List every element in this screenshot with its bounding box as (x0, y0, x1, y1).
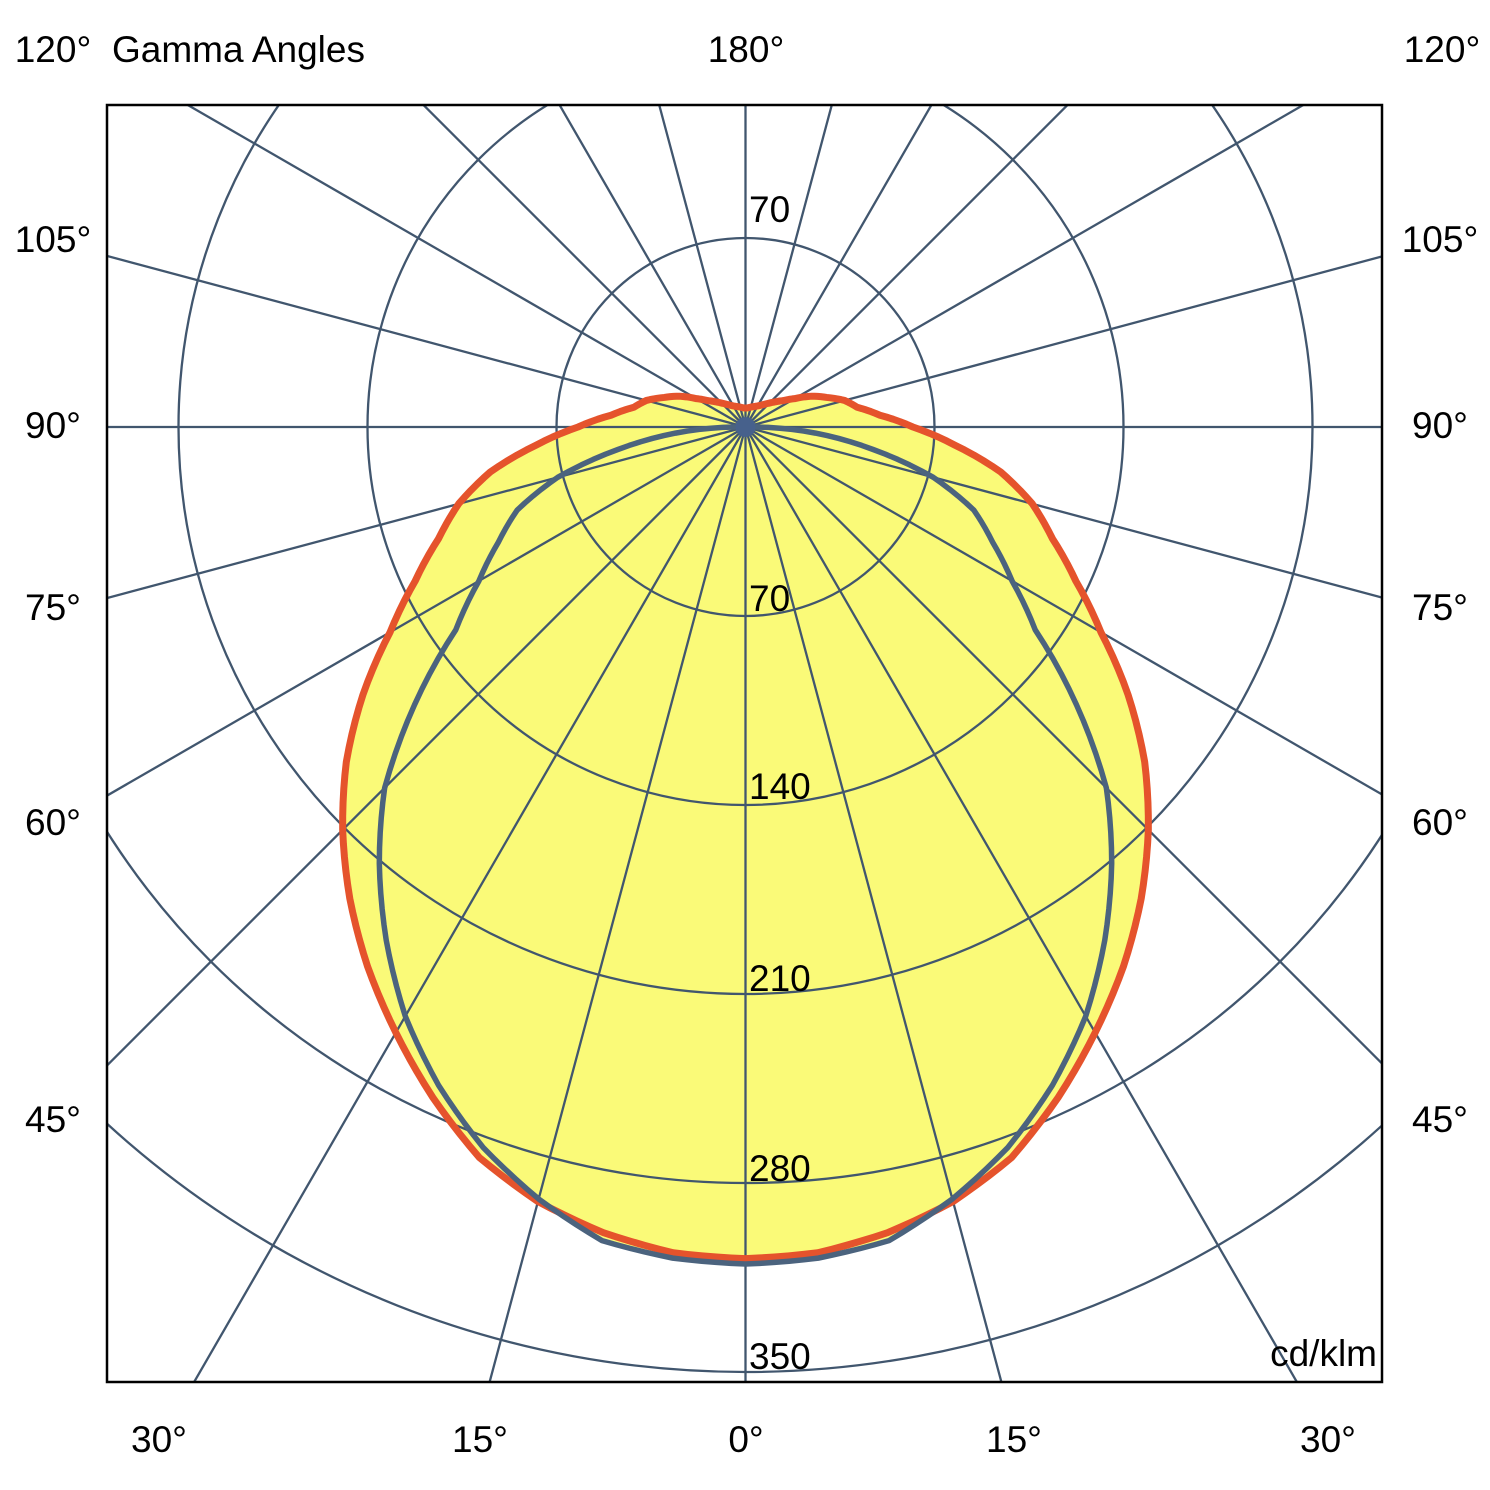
gamma-label-bottom-15R: 15° (986, 1419, 1042, 1460)
polar-center-dot (735, 417, 756, 437)
gamma-label-bottom-30L: 30° (131, 1419, 187, 1460)
grid-ray (488, 426, 747, 1382)
gamma-label-right-105: 105° (1402, 219, 1479, 260)
grid-ray (107, 426, 747, 797)
gamma-label-left-45: 45° (25, 1099, 81, 1140)
grid-ray (658, 105, 747, 428)
gamma-label-left-75: 75° (25, 587, 81, 628)
grid-ray (558, 105, 747, 428)
gamma-label-right-60: 60° (1412, 802, 1468, 843)
radial-tick-70-top: 70 (749, 189, 790, 230)
radial-tick-350: 350 (749, 1336, 811, 1377)
grid-ray (744, 105, 833, 428)
chart-title: Gamma Angles (112, 29, 365, 70)
gamma-label-right-75: 75° (1412, 587, 1468, 628)
gamma-label-bottom-30R: 30° (1300, 1419, 1356, 1460)
gamma-label-right-45: 45° (1412, 1099, 1468, 1140)
gamma-label-bottom-0: 0° (728, 1419, 763, 1460)
gamma-label-top-left: 120° (15, 29, 92, 70)
gamma-label-left-60: 60° (25, 802, 81, 843)
grid-ray (744, 426, 1299, 1382)
grid-ray (192, 426, 747, 1382)
unit-label: cd/klm (1270, 1333, 1377, 1374)
radial-tick-280: 280 (749, 1148, 811, 1189)
grid-ray (744, 426, 1003, 1382)
grid-ray (107, 425, 746, 600)
grid-ray (107, 426, 747, 1068)
gamma-label-left-90: 90° (25, 405, 81, 446)
radial-tick-210: 210 (749, 958, 811, 999)
radial-tick-140: 140 (749, 766, 811, 807)
grid-ray (185, 105, 747, 428)
gamma-label-bottom-15L: 15° (452, 1419, 508, 1460)
grid-ray (745, 255, 1382, 429)
gamma-label-top-center: 180° (708, 29, 785, 70)
grid-ray (744, 105, 1306, 428)
gamma-label-top-right: 120° (1404, 29, 1481, 70)
blue-intensity-curve (376, 424, 1115, 1267)
red-intensity-curve (339, 392, 1152, 1263)
chart-frame (105, 103, 1384, 1384)
intensity-curves-layer (339, 392, 1152, 1267)
gamma-label-left-105: 105° (15, 219, 92, 260)
grid-ray (107, 254, 746, 429)
grid-ray (421, 105, 747, 428)
grid-ray (744, 105, 1070, 428)
grid-ray (744, 105, 933, 428)
grid-ray (744, 426, 1382, 1066)
grid-ray (744, 426, 1382, 796)
gamma-label-right-90: 90° (1412, 405, 1468, 446)
grid-ray (745, 425, 1382, 599)
radial-tick-70: 70 (749, 578, 790, 619)
